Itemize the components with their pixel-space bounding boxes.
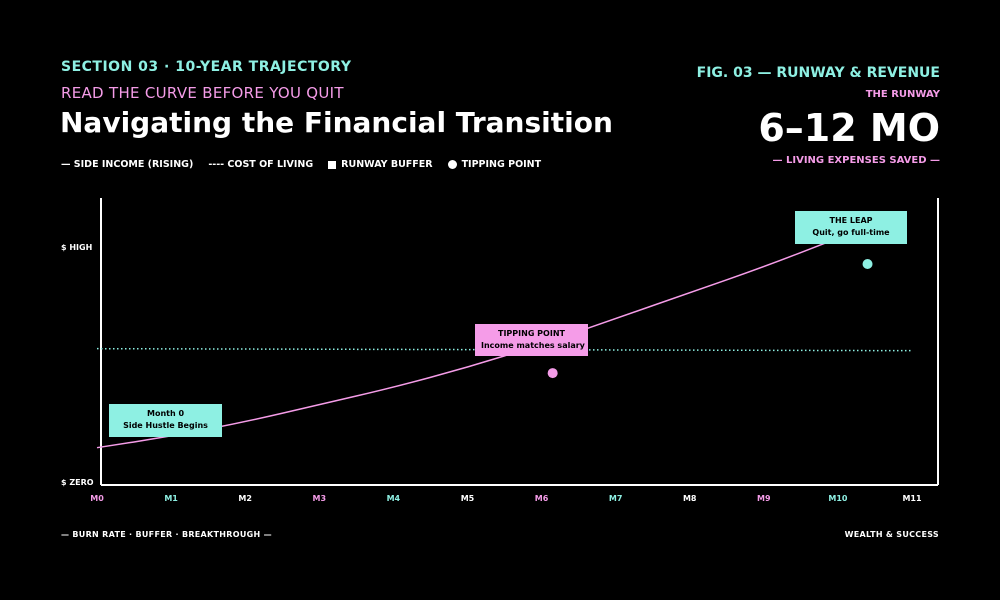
footer-left: — BURN RATE · BUFFER · BREAKTHROUGH — — [61, 530, 272, 539]
square-icon — [328, 160, 337, 169]
callout-tipping-point-title: TIPPING POINT — [498, 329, 565, 338]
legend-cost-of-living-label: ---- COST OF LIVING — [208, 159, 314, 170]
legend-runway-buffer: RUNWAY BUFFER — [328, 159, 433, 170]
x-tick-m0: M0 — [90, 494, 104, 503]
legend-tipping-point-label: TIPPING POINT — [461, 159, 542, 170]
x-tick-m10: M10 — [828, 494, 848, 503]
x-tick-m4: M4 — [387, 494, 401, 503]
x-tick-m9: M9 — [757, 494, 771, 503]
x-tick-m11: M11 — [902, 494, 922, 503]
callout-tipping-point-text: Income matches salary — [481, 341, 585, 350]
legend-side-income-label: — SIDE INCOME (RISING) — [61, 159, 194, 170]
point-the-leap — [862, 259, 873, 270]
callout-the-leap-text: Quit, go full-time — [812, 228, 890, 237]
x-tick-m7: M7 — [609, 494, 623, 503]
page-title: Navigating the Financial Transition — [60, 106, 613, 139]
x-tick-m1: M1 — [164, 494, 178, 503]
legend-side-income: — SIDE INCOME (RISING) — [61, 159, 193, 170]
callout-the-leap-title: THE LEAP — [829, 216, 873, 225]
dot-icon — [447, 160, 457, 169]
x-tick-m3: M3 — [313, 494, 327, 503]
callout-month-0: Month 0 Side Hustle Begins — [109, 404, 222, 437]
legend-cost-of-living: ---- COST OF LIVING — [208, 159, 313, 170]
runway-label: THE RUNWAY — [865, 89, 940, 100]
legend-tipping-point: TIPPING POINT — [447, 159, 542, 170]
kicker-text: READ THE CURVE BEFORE YOU QUIT — [61, 84, 344, 102]
figure-label: FIG. 03 — RUNWAY & REVENUE — [696, 65, 940, 81]
x-tick-m8: M8 — [683, 494, 697, 503]
legend-runway-buffer-label: RUNWAY BUFFER — [341, 159, 433, 170]
runway-subtitle: — LIVING EXPENSES SAVED — — [772, 155, 941, 166]
x-tick-m5: M5 — [461, 494, 475, 503]
x-tick-m2: M2 — [238, 494, 252, 503]
y-tick-high: $ HIGH — [61, 243, 92, 252]
runway-value: 6–12 MO — [758, 106, 940, 150]
point-tipping-point — [547, 368, 558, 379]
callout-month-0-text: Side Hustle Begins — [123, 421, 208, 430]
y-tick-zero: $ ZERO — [61, 478, 94, 487]
callout-month-0-title: Month 0 — [146, 409, 185, 418]
x-tick-m6: M6 — [535, 494, 549, 503]
footer-right: WEALTH & SUCCESS — [844, 530, 939, 539]
chart-legend: — SIDE INCOME (RISING) ---- COST OF LIVI… — [61, 159, 541, 170]
callout-tipping-point: TIPPING POINT Income matches salary — [475, 324, 588, 356]
callout-the-leap: THE LEAP Quit, go full-time — [795, 211, 907, 244]
section-label: SECTION 03 · 10-YEAR TRAJECTORY — [61, 59, 352, 75]
